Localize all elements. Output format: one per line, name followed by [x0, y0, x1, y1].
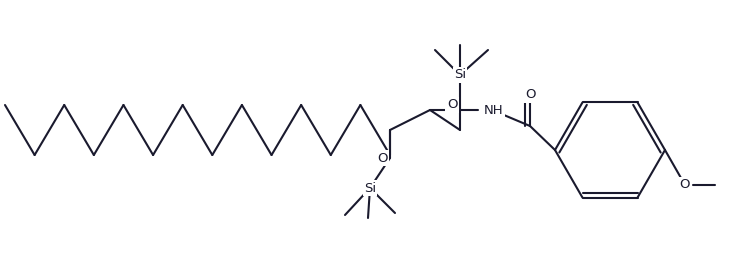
Text: O: O [446, 98, 457, 111]
Text: NH: NH [484, 104, 504, 116]
Text: Si: Si [454, 68, 466, 81]
Text: Si: Si [364, 181, 376, 194]
Text: O: O [377, 151, 387, 164]
Text: O: O [679, 179, 690, 192]
Text: O: O [525, 88, 535, 102]
